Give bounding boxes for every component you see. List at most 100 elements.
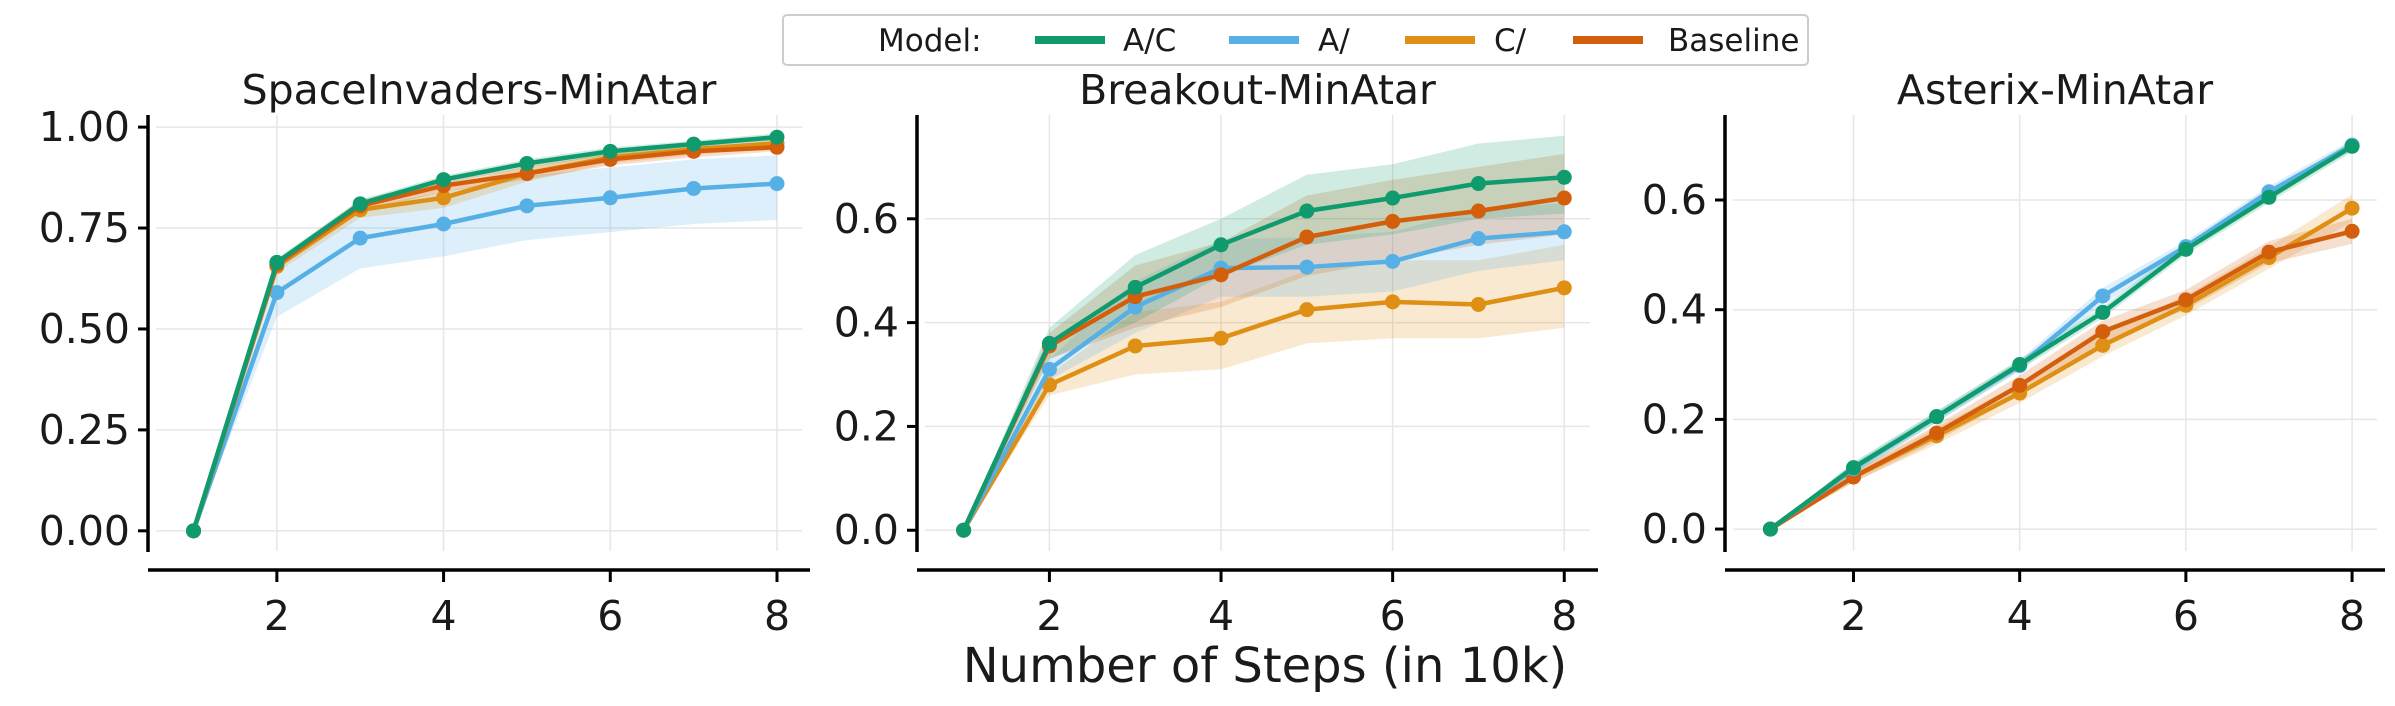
data-point-ac <box>769 129 785 145</box>
data-point-a <box>352 230 368 246</box>
chart-panel-2: 0.0 0.2 0.4 0.6 2 4 6 8 Breakout-MinAtar <box>834 66 1598 640</box>
legend: Model: A/C A/ C/ Baseline <box>782 14 1809 66</box>
confidence-band-baseline <box>963 153 1565 531</box>
legend-label-a: A/ <box>1318 23 1350 59</box>
x-tick-label: 8 <box>764 592 790 640</box>
shared-x-axis-title: Number of Steps (in 10k) <box>963 638 1568 694</box>
data-point-ac <box>2178 241 2194 257</box>
x-tick-label: 8 <box>1551 592 1577 640</box>
y-tick-label: 0.6 <box>834 195 899 243</box>
series-line-baseline <box>961 195 1565 532</box>
y-tick-label: 0.2 <box>834 402 899 450</box>
data-point-ac <box>2012 357 2028 373</box>
data-point-baseline <box>2261 244 2277 260</box>
legend-label-baseline: Baseline <box>1668 23 1799 59</box>
series-line-baseline <box>1769 229 2353 532</box>
data-point-c <box>2344 200 2360 216</box>
data-point-ac <box>1762 521 1778 537</box>
series-line-ac <box>191 134 778 532</box>
data-point-baseline <box>1556 190 1572 206</box>
y-tick-label: 0.0 <box>1642 505 1707 553</box>
data-point-baseline <box>1929 425 1945 441</box>
x-tick-label: 4 <box>431 592 457 640</box>
data-point-c <box>1127 338 1143 354</box>
chart-title: Breakout-MinAtar <box>1079 66 1436 114</box>
data-point-ac <box>269 254 285 270</box>
data-point-ac <box>1845 460 1861 476</box>
x-tick-label: 4 <box>1208 592 1234 640</box>
data-point-ac <box>602 143 618 159</box>
data-point-a <box>1470 231 1486 247</box>
data-point-baseline <box>2095 324 2111 340</box>
chart-panel-1: 0.00 0.25 0.50 0.75 1.00 2 4 6 8 SpaceInvaders-Mi… <box>39 66 810 640</box>
x-tick-label: 2 <box>1036 592 1062 640</box>
data-point-ac <box>436 172 452 188</box>
confidence-band-c <box>963 244 1565 531</box>
data-point-ac <box>1041 335 1057 351</box>
data-point-ac <box>2261 189 2277 205</box>
data-point-baseline <box>2344 223 2360 239</box>
data-point-c <box>2095 337 2111 353</box>
y-tick-label: 1.00 <box>39 103 130 151</box>
y-tick-label: 0.50 <box>39 305 130 353</box>
data-point-ac <box>1556 169 1572 185</box>
data-point-baseline <box>1213 267 1229 283</box>
data-point-ac <box>686 136 702 152</box>
y-tick-label: 0.4 <box>1642 286 1707 334</box>
data-point-a <box>602 190 618 206</box>
panels: 0.00 0.25 0.50 0.75 1.00 2 4 6 8 SpaceInvaders-Mi… <box>39 66 2385 640</box>
data-point-a <box>1041 361 1057 377</box>
data-point-c <box>1213 330 1229 346</box>
legend-label-c: C/ <box>1494 23 1527 59</box>
data-point-ac <box>186 523 202 539</box>
y-tick-label: 0.4 <box>834 299 899 347</box>
series-line-a <box>961 229 1565 532</box>
x-tick-label: 6 <box>2173 592 2199 640</box>
x-tick-label: 6 <box>1380 592 1406 640</box>
data-point-baseline <box>1299 229 1315 245</box>
data-point-ac <box>2344 138 2360 154</box>
data-point-ac <box>352 196 368 212</box>
data-point-ac <box>1299 203 1315 219</box>
y-tick-label: 0.75 <box>39 204 130 252</box>
x-tick-label: 8 <box>2339 592 2365 640</box>
data-point-baseline <box>2178 292 2194 308</box>
data-point-a <box>1385 253 1401 269</box>
y-tick-label: 0.00 <box>39 507 130 555</box>
data-point-ac <box>1213 237 1229 253</box>
data-point-ac <box>1385 190 1401 206</box>
chart-title: SpaceInvaders-MinAtar <box>242 66 717 114</box>
confidence-band-a <box>963 203 1565 531</box>
data-point-a <box>1127 299 1143 315</box>
legend-title: Model: <box>878 23 982 59</box>
confidence-band-a <box>193 155 777 531</box>
data-point-c <box>1299 302 1315 318</box>
data-point-baseline <box>1385 213 1401 229</box>
data-point-c <box>1470 296 1486 312</box>
data-point-a <box>2095 288 2111 304</box>
series-line-a <box>191 181 778 532</box>
series-line-ac <box>961 175 1565 532</box>
confidence-band-ac <box>963 135 1565 531</box>
data-point-a <box>769 176 785 192</box>
y-tick-label: 0.2 <box>1642 395 1707 443</box>
series-line-ac <box>1769 144 2354 531</box>
confidence-band-baseline <box>1770 218 2353 530</box>
x-tick-label: 4 <box>2007 592 2033 640</box>
data-point-a <box>1556 224 1572 240</box>
y-tick-label: 0.0 <box>834 506 899 554</box>
legend-label-ac: A/C <box>1123 23 1176 59</box>
data-point-ac <box>1929 409 1945 425</box>
data-point-c <box>1556 280 1572 296</box>
y-tick-label: 0.25 <box>39 406 130 454</box>
series-line-c <box>961 285 1565 532</box>
data-point-a <box>269 285 285 301</box>
x-tick-label: 2 <box>264 592 290 640</box>
y-tick-label: 0.6 <box>1642 176 1707 224</box>
chart-panel-3: 0.0 0.2 0.4 0.6 2 4 6 8 Asterix-MinAtar <box>1642 66 2385 640</box>
chart-title: Asterix-MinAtar <box>1897 66 2213 114</box>
data-point-ac <box>1470 176 1486 192</box>
x-tick-label: 2 <box>1840 592 1866 640</box>
data-point-ac <box>1127 279 1143 295</box>
